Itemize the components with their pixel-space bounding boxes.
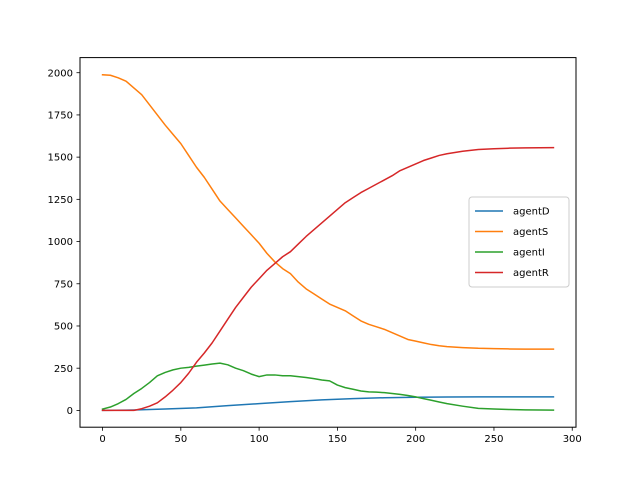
y-tick-label: 0	[67, 406, 73, 417]
series-line-agentI	[101, 362, 555, 411]
plot-frame	[79, 57, 577, 428]
series-line-agentS	[101, 73, 555, 350]
legend-label-agentI: agentI	[513, 248, 545, 259]
series-line-agentR	[101, 146, 555, 412]
y-tick-label: 500	[54, 322, 73, 333]
axis-layer: 0 50 100 150 200 250 300 0 250 500 750 1000 1250 1500…	[48, 68, 582, 445]
legend-label-agentD: agentD	[513, 207, 550, 218]
legend-label-agentS: agentS	[513, 227, 548, 238]
series-layer	[101, 73, 555, 412]
y-tick-label: 1250	[48, 195, 73, 206]
y-tick-label: 250	[54, 364, 73, 375]
x-tick-label: 300	[563, 434, 582, 445]
y-tick-label: 750	[54, 279, 73, 290]
series-line-agentD	[101, 396, 555, 412]
x-tick-label: 200	[406, 434, 425, 445]
legend-box	[468, 196, 570, 288]
y-tick-label: 1000	[48, 237, 73, 248]
x-tick-label: 250	[484, 434, 503, 445]
x-tick-label: 100	[250, 434, 269, 445]
legend-label-agentR: agentR	[513, 268, 549, 279]
x-tick-label: 0	[99, 434, 105, 445]
y-tick-label: 1750	[48, 111, 73, 122]
legend: agentD agentS agentI agentR	[468, 196, 570, 288]
x-tick-label: 150	[328, 434, 347, 445]
y-tick-label: 1500	[48, 153, 73, 164]
x-tick-label: 50	[174, 434, 187, 445]
y-tick-label: 2000	[48, 68, 73, 79]
